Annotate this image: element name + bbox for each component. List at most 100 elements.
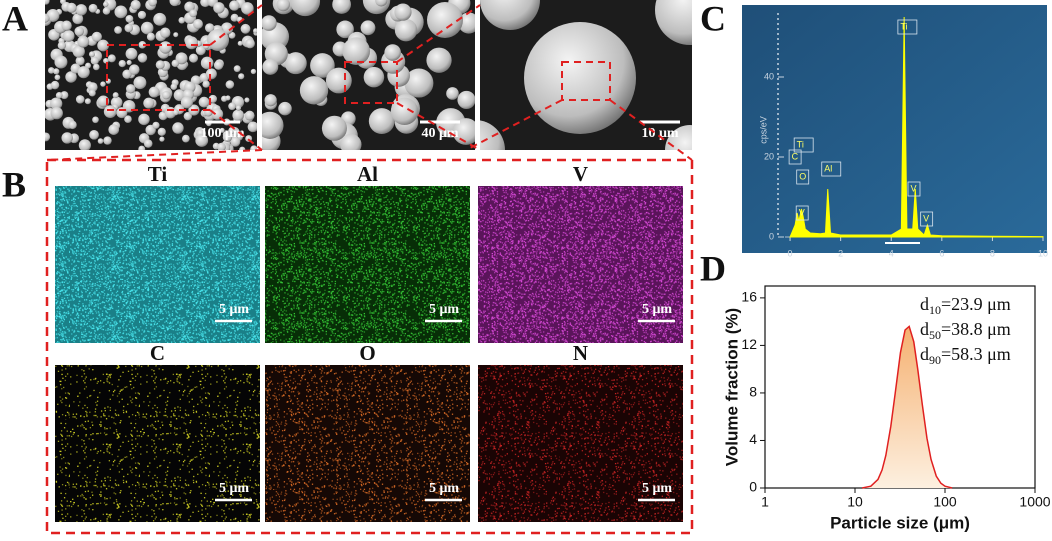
particle	[524, 22, 636, 134]
particle	[665, 125, 692, 150]
x-tick-label: 10	[847, 494, 863, 510]
zoom-box	[344, 61, 398, 104]
particle	[394, 3, 412, 21]
particle	[100, 81, 106, 87]
scale-bar-label: 5 μm	[642, 302, 672, 317]
particle	[222, 132, 233, 142]
particle	[102, 7, 111, 15]
particle	[219, 127, 225, 133]
particle	[207, 29, 229, 51]
particle	[77, 35, 90, 48]
peak-label: V	[799, 207, 805, 217]
peak-label-box	[920, 211, 934, 227]
particle	[125, 14, 134, 23]
panel-label: D	[700, 248, 726, 288]
particle	[228, 102, 236, 111]
particle	[97, 39, 109, 52]
peak-label-box	[907, 181, 921, 197]
sem-image	[262, 0, 475, 150]
particle	[183, 111, 193, 121]
peak-label-box	[796, 169, 810, 185]
particle	[181, 134, 190, 143]
particle	[480, 0, 540, 30]
value-text: =23.9 μm	[941, 294, 1011, 314]
particle	[180, 96, 193, 109]
particle	[125, 47, 138, 60]
y-tick-label: 4	[749, 431, 757, 447]
particle	[325, 67, 352, 94]
particle	[89, 51, 95, 58]
particle	[116, 107, 128, 119]
particle	[213, 2, 225, 14]
peak-label: V	[911, 183, 917, 193]
particle	[143, 97, 155, 109]
element-map	[265, 186, 470, 343]
particle	[91, 31, 102, 42]
map-region-box	[45, 158, 694, 535]
particle	[262, 15, 277, 31]
particle	[457, 90, 475, 110]
particle	[137, 10, 147, 20]
particle	[250, 68, 257, 75]
symbol: d	[920, 344, 929, 364]
symbol: d	[920, 319, 929, 339]
particle	[299, 76, 329, 105]
particle	[276, 0, 290, 12]
particle	[84, 98, 91, 105]
particle	[159, 136, 165, 142]
element-map	[55, 186, 260, 343]
particle	[233, 65, 241, 73]
particle	[452, 118, 475, 145]
particle	[655, 0, 692, 45]
particle	[262, 111, 284, 139]
particle	[148, 0, 158, 7]
particle	[363, 66, 385, 88]
scale-bar-label: 5 μm	[219, 302, 249, 317]
particle	[238, 73, 245, 80]
particle	[72, 45, 85, 58]
spectrum	[789, 16, 1044, 238]
particle	[172, 122, 184, 134]
value-text: =38.8 μm	[941, 319, 1011, 339]
particle	[124, 23, 133, 33]
peak-label-box	[788, 149, 802, 165]
particle	[384, 44, 401, 61]
particle	[157, 127, 166, 136]
particle	[155, 60, 165, 70]
particle	[50, 97, 63, 110]
particle	[290, 0, 321, 17]
particle	[200, 56, 214, 70]
particle	[45, 132, 51, 142]
particle	[310, 53, 335, 78]
particle	[46, 8, 60, 22]
particle	[159, 27, 171, 38]
particle	[284, 52, 307, 75]
particle	[446, 87, 459, 100]
particle	[137, 53, 148, 63]
particle	[427, 2, 463, 38]
particle	[114, 26, 122, 34]
particle	[237, 40, 243, 46]
particle	[107, 54, 116, 63]
particle	[138, 41, 147, 49]
particle	[241, 2, 254, 15]
peak-label-box	[795, 205, 809, 221]
particle	[239, 146, 246, 150]
scale-bar-label: 5 μm	[429, 481, 459, 496]
subscript: 90	[929, 353, 941, 367]
particle	[230, 13, 239, 22]
particle	[173, 32, 179, 38]
particle	[77, 66, 90, 79]
particle	[75, 56, 85, 66]
particle	[175, 52, 188, 65]
x-tick-label: 4	[889, 248, 894, 258]
size-annotation: d50=38.8 μm	[920, 319, 1011, 342]
particle	[245, 38, 255, 49]
particle	[62, 30, 75, 42]
size-annotation: d90=58.3 μm	[920, 344, 1011, 367]
x-tick-label: 1	[761, 494, 769, 510]
particle	[404, 68, 434, 98]
scale-bar-label: 5 μm	[429, 302, 459, 317]
particle	[65, 71, 77, 83]
element-map	[478, 365, 683, 522]
